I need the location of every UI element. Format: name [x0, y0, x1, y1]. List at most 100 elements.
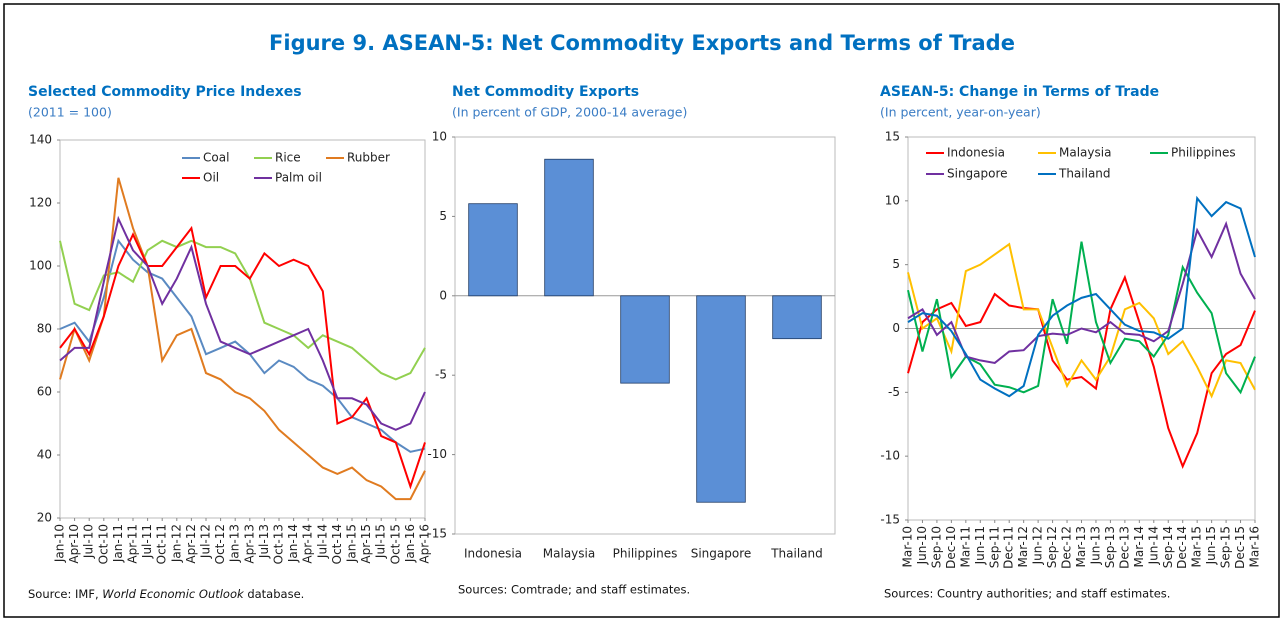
x-tick-label: Sep-14	[1161, 526, 1175, 568]
x-tick-label: Jan-13	[228, 524, 242, 563]
source: Source: IMF, World Economic Outlook data…	[28, 587, 304, 601]
y-tick-label: 0	[892, 321, 900, 335]
x-tick-label: Mar-13	[1074, 526, 1088, 567]
x-tick-label: Indonesia	[464, 547, 522, 561]
x-tick-label: Dec-11	[1002, 526, 1016, 569]
legend-label: Singapore	[947, 167, 1008, 181]
y-tick-label: -10	[427, 447, 447, 461]
x-tick-label: Philippines	[613, 547, 678, 561]
x-tick-label: Jul-10	[82, 524, 96, 559]
y-tick-label: 5	[439, 209, 447, 223]
x-tick-label: Jan-12	[169, 524, 183, 563]
x-tick-label: Sep-11	[987, 526, 1001, 568]
panel-title: Selected Commodity Price Indexes	[28, 84, 302, 100]
x-tick-label: Jul-13	[257, 524, 271, 559]
x-tick-label: Mar-11	[958, 526, 972, 567]
y-tick-label: 0	[439, 288, 447, 302]
x-tick-label: Oct-10	[96, 524, 110, 564]
panel-subtitle: (In percent, year-on-year)	[880, 105, 1041, 120]
y-tick-label: 140	[29, 133, 52, 147]
series-line	[907, 220, 1256, 365]
y-tick-label: 15	[885, 130, 900, 144]
series-line	[907, 242, 1256, 399]
panel-subtitle: (In percent of GDP, 2000-14 average)	[452, 105, 687, 120]
panel-title: Net Commodity Exports	[452, 84, 639, 100]
x-tick-label: Jun-12	[1031, 526, 1045, 565]
x-tick-label: Sep-10	[929, 526, 943, 568]
x-tick-label: Mar-14	[1132, 526, 1146, 567]
x-tick-label: Dec-15	[1233, 526, 1247, 569]
x-tick-label: Jun-15	[1204, 526, 1218, 565]
y-tick-label: -5	[435, 368, 447, 382]
y-tick-label: 40	[37, 448, 52, 462]
x-tick-label: Oct-11	[155, 524, 169, 564]
legend-label: Thailand	[1058, 167, 1111, 181]
legend-label: Rice	[275, 151, 301, 165]
x-tick-label: Jul-14	[315, 524, 329, 559]
bar	[468, 203, 518, 297]
x-tick-label: Mar-12	[1016, 526, 1030, 567]
y-tick-label: -15	[427, 527, 447, 541]
x-tick-label: Oct-14	[330, 524, 344, 564]
x-tick-label: Jul-12	[199, 524, 213, 559]
x-tick-label: Sep-12	[1045, 526, 1059, 568]
source-part: Source: IMF,	[28, 587, 102, 601]
y-tick-label: 120	[29, 196, 52, 210]
x-tick-label: Jan-11	[111, 524, 125, 563]
bar	[544, 158, 594, 297]
legend-label: Philippines	[1171, 146, 1236, 160]
y-tick-label: 20	[37, 511, 52, 525]
x-tick-label: Oct-13	[272, 524, 286, 564]
series-line	[59, 239, 426, 381]
series-line	[907, 274, 1256, 470]
source: Sources: Comtrade; and staff estimates.	[458, 583, 690, 597]
x-tick-label: Malaysia	[543, 547, 595, 561]
x-tick-label: Apr-10	[67, 524, 81, 564]
y-tick-label: -15	[880, 513, 900, 527]
x-tick-label: Apr-11	[126, 524, 140, 564]
series-line	[59, 177, 426, 501]
x-tick-label: Jan-15	[345, 524, 359, 563]
series-line	[59, 215, 426, 431]
legend-label: Coal	[203, 151, 229, 165]
x-tick-label: Apr-15	[359, 524, 373, 564]
x-tick-label: Apr-14	[301, 524, 315, 564]
x-tick-label: Dec-10	[944, 526, 958, 569]
y-tick-label: -5	[888, 385, 900, 399]
legend-label: Oil	[203, 171, 219, 185]
x-tick-label: Oct-15	[388, 524, 402, 564]
y-tick-label: 80	[37, 322, 52, 336]
x-tick-label: Dec-12	[1060, 526, 1074, 569]
series-line	[59, 238, 426, 453]
bar	[696, 295, 746, 503]
x-tick-label: Jun-10	[915, 526, 929, 565]
x-tick-label: Mar-10	[901, 526, 915, 567]
y-tick-label: 10	[432, 130, 447, 144]
x-tick-label: Apr-12	[184, 524, 198, 564]
source-part: World Economic Outlook	[102, 587, 245, 601]
x-tick-label: Singapore	[691, 547, 752, 561]
x-tick-label: Apr-13	[242, 524, 256, 564]
y-tick-label: 60	[37, 385, 52, 399]
x-tick-label: Sep-15	[1219, 526, 1233, 568]
x-tick-label: Jan-16	[403, 524, 417, 563]
bar	[772, 295, 822, 340]
figure-title: Figure 9. ASEAN-5: Net Commodity Exports…	[269, 31, 1015, 55]
x-tick-label: Jan-14	[286, 524, 300, 563]
legend-label: Palm oil	[275, 171, 322, 185]
x-tick-label: Jun-13	[1088, 526, 1102, 565]
source: Sources: Country authorities; and staff …	[884, 587, 1170, 601]
legend-label: Rubber	[347, 151, 390, 165]
x-tick-label: Thailand	[770, 547, 823, 561]
x-tick-label: Jan-10	[53, 524, 67, 563]
x-tick-label: Dec-13	[1117, 526, 1131, 569]
series-line	[59, 225, 426, 490]
x-tick-label: Sep-13	[1103, 526, 1117, 568]
y-tick-label: 100	[29, 259, 52, 273]
x-tick-label: Apr-16	[418, 524, 432, 564]
x-tick-label: Jun-11	[973, 526, 987, 565]
x-tick-label: Jul-15	[374, 524, 388, 559]
bar	[620, 295, 670, 384]
x-tick-label: Mar-15	[1190, 526, 1204, 567]
